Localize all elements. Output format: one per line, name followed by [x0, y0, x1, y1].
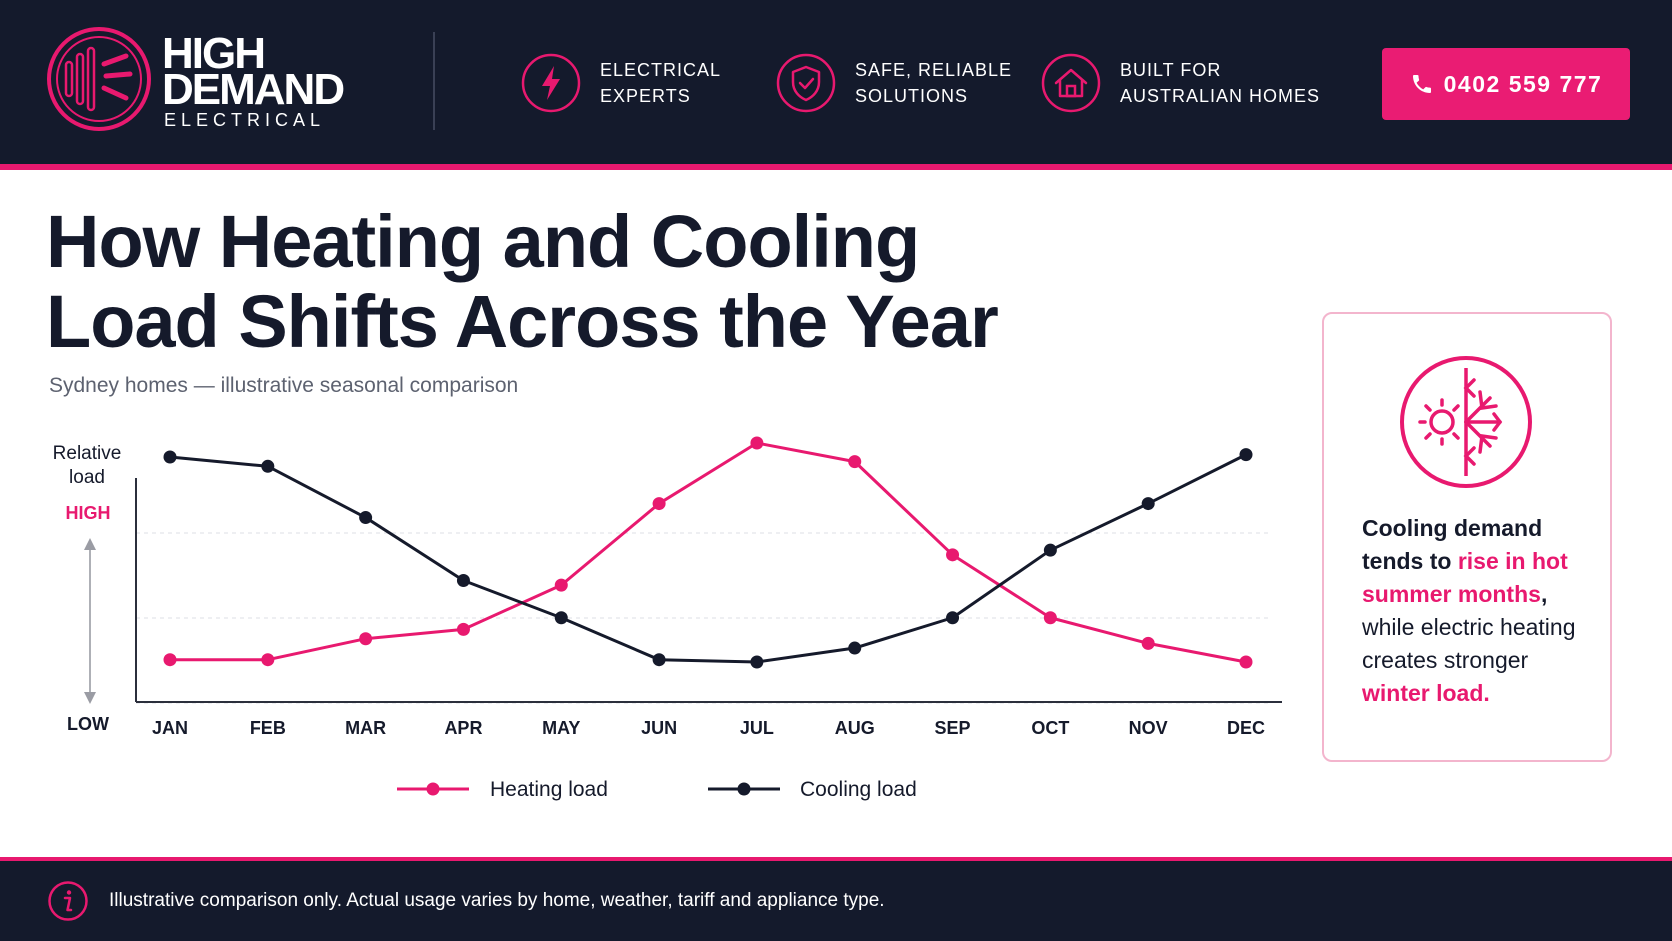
data-point-heating	[554, 578, 568, 592]
y-arrow-up-icon	[84, 538, 96, 550]
legend-label: Heating load	[490, 778, 608, 801]
data-point-heating	[652, 497, 666, 511]
insight-highlight-summer: rise in hot summer months	[1362, 548, 1568, 607]
page-subtitle: Sydney homes — illustrative seasonal com…	[49, 374, 519, 397]
logo-text-high: HIGH	[162, 29, 266, 78]
feature-australian-homes: BUILT FOR AUSTRALIAN HOMES	[1040, 50, 1320, 116]
insight-highlight-winter: winter load.	[1362, 680, 1490, 706]
data-point-heating	[946, 548, 960, 562]
phone-number: 0402 559 777	[1443, 70, 1603, 97]
feature-1-line2: EXPERTS	[600, 86, 691, 106]
data-point-heating	[359, 632, 373, 646]
data-point-heating	[750, 436, 764, 450]
feature-2-line2: SOLUTIONS	[855, 86, 969, 106]
y-low-label: LOW	[67, 714, 109, 734]
data-point-heating	[456, 622, 470, 636]
site-footer: Illustrative comparison only. Actual usa…	[0, 861, 1672, 941]
data-point-cooling	[163, 450, 177, 464]
logo-text-electrical: ELECTRICAL	[164, 110, 326, 130]
phone-icon	[1412, 75, 1431, 93]
feature-3-line1: BUILT FOR	[1120, 60, 1222, 80]
data-point-heating	[1239, 655, 1253, 669]
x-tick-label: NOV	[1129, 718, 1168, 738]
data-point-cooling	[946, 611, 960, 625]
data-point-cooling	[750, 655, 764, 669]
x-tick-label: OCT	[1031, 718, 1069, 738]
header-divider	[433, 32, 435, 130]
feature-safe-reliable: SAFE, RELIABLE SOLUTIONS	[775, 50, 1012, 116]
x-tick-label: MAY	[542, 718, 580, 738]
legend-swatch-dot	[426, 782, 440, 796]
y-axis-label: Relative	[53, 443, 122, 464]
feature-1-line1: ELECTRICAL	[600, 60, 722, 80]
x-tick-label: DEC	[1227, 718, 1265, 738]
data-point-cooling	[456, 573, 470, 587]
call-phone-button[interactable]: 0402 559 777	[1382, 48, 1630, 120]
data-point-cooling	[1141, 497, 1155, 511]
series-line-cooling	[169, 453, 1247, 664]
data-point-cooling	[1239, 448, 1253, 462]
feature-electrical-experts: ELECTRICAL EXPERTS	[520, 50, 721, 116]
data-point-heating	[261, 653, 275, 667]
x-tick-label: SEP	[935, 718, 971, 738]
x-tick-label: AUG	[835, 718, 875, 738]
brand-logo[interactable]: HIGH DEMAND ELECTRICAL	[46, 26, 386, 136]
insight-text-3: while electric heating creates stronger	[1362, 614, 1576, 673]
insight-text-1: Cooling demand tends to	[1362, 515, 1543, 574]
insight-text-2: ,	[1540, 581, 1548, 607]
data-point-cooling	[261, 459, 275, 473]
y-high-label: HIGH	[66, 503, 111, 523]
y-axis-label-line2: load	[69, 467, 105, 488]
info-icon	[48, 881, 88, 921]
data-point-cooling	[652, 653, 666, 667]
x-tick-label: JUL	[740, 718, 774, 738]
feature-3-line2: AUSTRALIAN HOMES	[1120, 86, 1321, 106]
footer-accent-bar	[0, 857, 1672, 861]
legend-label: Cooling load	[800, 778, 917, 801]
chart-svg: Relative load HIGH LOW JAN FEB MAR APR MAY JUN JUL…	[53, 436, 1282, 801]
lightning-icon	[521, 53, 581, 113]
data-point-cooling	[554, 611, 568, 625]
data-point-cooling	[359, 511, 373, 525]
data-point-cooling	[1043, 543, 1057, 557]
page-title: How Heating and Cooling Load Shifts Acro…	[46, 202, 1196, 362]
home-icon	[1041, 53, 1101, 113]
data-point-cooling	[848, 641, 862, 655]
page-title-line2: Load Shifts Across the Year	[46, 280, 999, 363]
data-point-heating	[848, 455, 862, 469]
sun-snowflake-icon	[1400, 356, 1532, 488]
feature-2-line1: SAFE, RELIABLE	[855, 60, 1013, 80]
x-tick-label: FEB	[250, 718, 286, 738]
legend-swatch-dot	[737, 782, 751, 796]
header-accent-bar	[0, 164, 1672, 170]
series-line-heating	[170, 441, 1247, 664]
logo-mark-icon	[47, 27, 151, 131]
logo-text-demand: DEMAND	[162, 65, 345, 114]
insight-text: Cooling demand tends to rise in hot summ…	[1362, 512, 1602, 710]
page-title-line1: How Heating and Cooling	[46, 200, 920, 283]
insight-card: Cooling demand tends to rise in hot summ…	[1322, 312, 1612, 762]
footer-disclaimer: Illustrative comparison only. Actual usa…	[109, 890, 885, 911]
y-arrow-down-icon	[84, 692, 96, 704]
site-header: HIGH DEMAND ELECTRICAL ELECTRICAL EXPERT…	[0, 0, 1672, 164]
data-point-heating	[163, 653, 177, 667]
data-point-heating	[1043, 611, 1057, 625]
data-point-heating	[1141, 636, 1155, 650]
x-tick-label: JUN	[641, 718, 677, 738]
x-tick-label: APR	[444, 718, 482, 738]
shield-check-icon	[776, 53, 836, 113]
x-tick-label: MAR	[345, 718, 386, 738]
x-tick-label: JAN	[152, 718, 188, 738]
load-chart: Relative load HIGH LOW JAN FEB MAR APR MAY JUN JUL…	[40, 430, 1290, 850]
